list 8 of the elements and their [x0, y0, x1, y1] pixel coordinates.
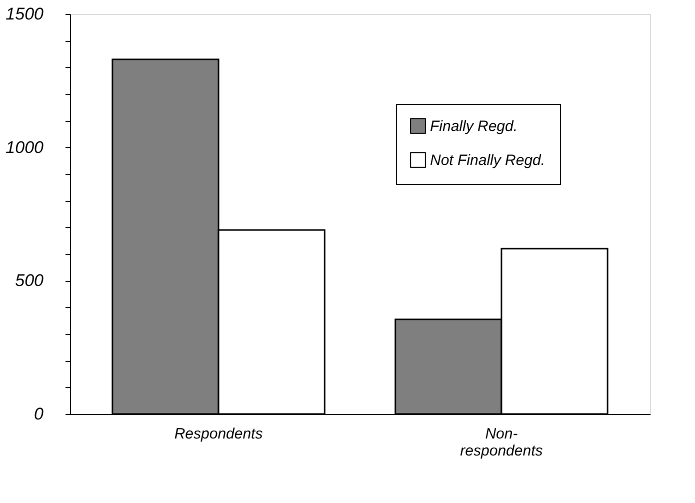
y-tick-label: 0 [34, 404, 44, 424]
legend-label: Finally Regd. [430, 118, 518, 135]
y-tick-label: 500 [15, 271, 44, 290]
y-tick-label: 1000 [6, 138, 44, 157]
legend-label: Not Finally Regd. [430, 152, 546, 169]
x-tick-label: Non- respondents [460, 426, 544, 460]
y-tick-label: 1500 [6, 4, 44, 24]
x-tick-label: Respondents [174, 426, 264, 442]
